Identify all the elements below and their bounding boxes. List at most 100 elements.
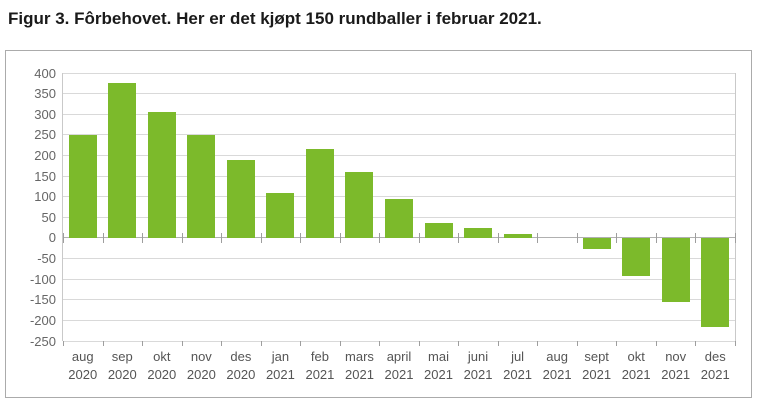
y-tick-label: 100 xyxy=(34,189,56,205)
bottom-axis-tick xyxy=(300,341,302,346)
x-tick-month: aug xyxy=(546,349,568,364)
x-tick-month: jul xyxy=(511,349,525,364)
x-tick-month: nov xyxy=(190,349,212,364)
bottom-axis-tick xyxy=(260,341,262,346)
x-tick-year: 2021 xyxy=(621,367,651,382)
bar-sep-2020 xyxy=(108,83,137,238)
bottom-axis-tick xyxy=(418,341,420,346)
zero-axis-tick xyxy=(458,232,460,243)
bar-jul-2021 xyxy=(503,233,532,238)
x-tick-label: nov 2020 xyxy=(174,348,230,384)
bar-okt-2020 xyxy=(147,112,176,238)
bar-des-2020 xyxy=(226,159,255,238)
x-tick-month: juni xyxy=(467,349,489,364)
bar-okt-2021 xyxy=(622,238,651,276)
gridline xyxy=(63,196,735,198)
x-tick-year: 2020 xyxy=(147,367,177,382)
gridline xyxy=(63,93,735,95)
gridline xyxy=(63,175,735,177)
x-tick-year: 2021 xyxy=(661,367,691,382)
x-tick-label: des 2020 xyxy=(213,348,269,384)
zero-axis-tick xyxy=(537,232,539,243)
bar-jan-2021 xyxy=(266,192,295,238)
y-tick-label: -150 xyxy=(29,292,56,308)
bar-aug-2020 xyxy=(68,134,97,238)
x-tick-year: 2021 xyxy=(305,367,335,382)
x-tick-label: juni 2021 xyxy=(450,348,506,384)
zero-axis-tick xyxy=(655,232,657,243)
bottom-axis-tick xyxy=(616,341,618,346)
bar-nov-2021 xyxy=(661,238,690,303)
x-tick-month: mai xyxy=(428,349,449,364)
y-tick-label: 250 xyxy=(34,127,56,143)
x-tick-year: 2020 xyxy=(226,367,256,382)
x-tick-month: feb xyxy=(310,349,329,364)
zero-axis-tick xyxy=(576,232,578,243)
zero-axis-tick xyxy=(260,232,262,243)
gridline xyxy=(63,278,735,280)
bar-nov-2020 xyxy=(187,134,216,238)
x-tick-month: des xyxy=(230,349,252,364)
bottom-axis-tick xyxy=(735,341,736,346)
zero-axis-tick xyxy=(379,232,381,243)
x-tick-label: des 2021 xyxy=(687,348,743,384)
x-tick-month: jan xyxy=(271,349,290,364)
y-tick-label: 50 xyxy=(41,209,56,225)
x-tick-label: jan 2021 xyxy=(253,348,309,384)
bottom-axis-tick xyxy=(181,341,183,346)
x-tick-label: okt 2020 xyxy=(134,348,190,384)
x-tick-label: mai 2021 xyxy=(411,348,467,384)
bar-sept-2021 xyxy=(582,238,611,249)
y-tick-label: 200 xyxy=(34,147,56,163)
x-tick-label: okt 2021 xyxy=(608,348,664,384)
zero-axis-tick xyxy=(616,232,618,243)
bottom-axis-tick xyxy=(379,341,381,346)
x-tick-label: sept 2021 xyxy=(569,348,625,384)
y-tick-label: 300 xyxy=(34,106,56,122)
x-tick-label: april 2021 xyxy=(371,348,427,384)
plot-left-border xyxy=(62,73,63,341)
bottom-axis-tick xyxy=(102,341,104,346)
x-tick-month: okt xyxy=(627,349,645,364)
y-tick-label: -250 xyxy=(29,333,56,349)
x-tick-year: 2021 xyxy=(700,367,730,382)
y-tick-label: -200 xyxy=(29,312,56,328)
zero-axis-tick xyxy=(497,232,499,243)
zero-axis-tick xyxy=(63,232,64,243)
x-tick-month: mars xyxy=(345,349,374,364)
gridline xyxy=(63,154,735,156)
x-tick-year: 2021 xyxy=(503,367,533,382)
bottom-axis-tick xyxy=(655,341,657,346)
bottom-axis-tick xyxy=(142,341,144,346)
x-tick-year: 2021 xyxy=(582,367,612,382)
bar-mai-2021 xyxy=(424,223,453,238)
bar-des-2021 xyxy=(701,238,730,328)
x-tick-year: 2020 xyxy=(68,367,98,382)
bar-mars-2021 xyxy=(345,171,374,238)
x-tick-year: 2020 xyxy=(107,367,137,382)
x-tick-month: des xyxy=(704,349,726,364)
gridline xyxy=(63,237,735,239)
y-tick-label: 350 xyxy=(34,86,56,102)
bottom-axis-tick xyxy=(339,341,341,346)
zero-axis-tick xyxy=(142,232,144,243)
x-tick-year: 2020 xyxy=(186,367,216,382)
x-tick-label: nov 2021 xyxy=(648,348,704,384)
bar-feb-2021 xyxy=(305,149,334,238)
bottom-axis-tick xyxy=(537,341,539,346)
figure-title: Figur 3. Fôrbehovet. Her er det kjøpt 15… xyxy=(8,9,542,28)
bottom-axis-tick xyxy=(63,341,64,346)
x-tick-label: aug 2020 xyxy=(55,348,111,384)
x-tick-month: aug xyxy=(71,349,94,364)
gridline xyxy=(63,72,735,74)
zero-axis-tick xyxy=(735,232,736,243)
x-tick-year: 2021 xyxy=(424,367,453,382)
bar-juni-2021 xyxy=(464,227,493,238)
bottom-axis-tick xyxy=(497,341,499,346)
x-tick-label: feb 2021 xyxy=(292,348,348,384)
y-tick-label: 400 xyxy=(34,65,56,81)
x-tick-month: sep xyxy=(111,349,133,364)
gridline xyxy=(63,113,735,115)
gridline xyxy=(63,299,735,301)
x-tick-year: 2021 xyxy=(265,367,295,382)
